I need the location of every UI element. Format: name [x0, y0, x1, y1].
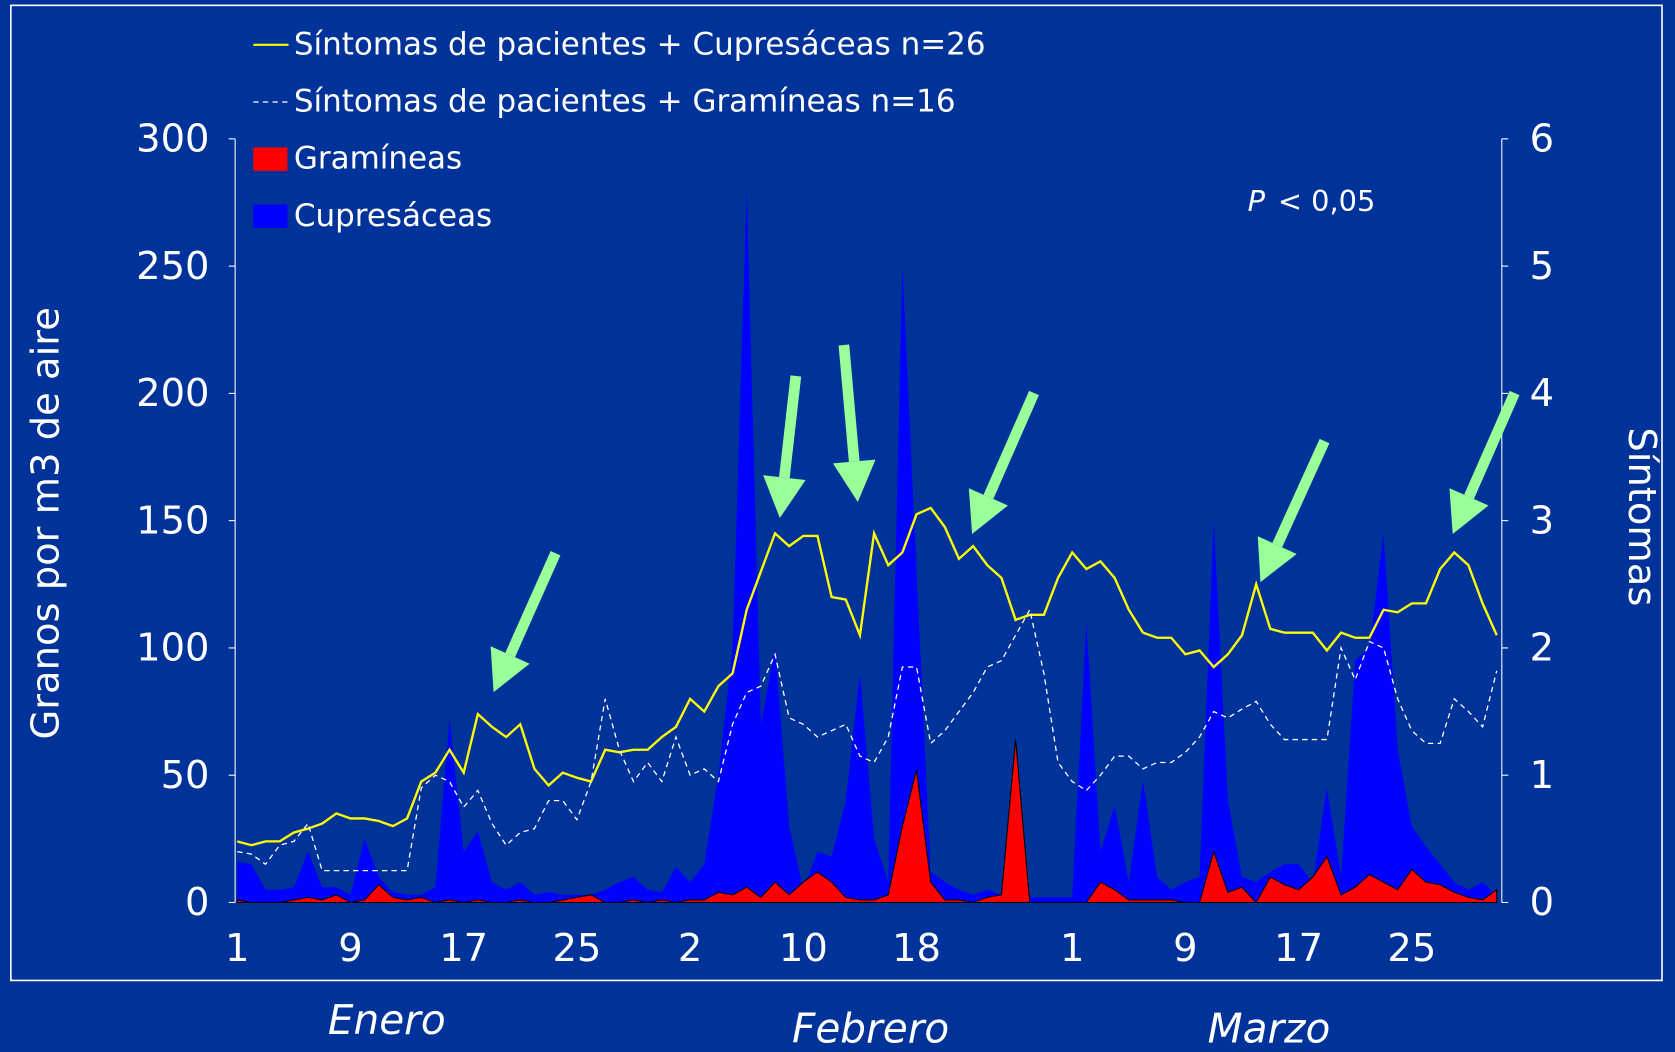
area [236, 739, 1498, 904]
y-tick-label: 200 [136, 371, 209, 416]
month-label: Febrero [792, 1005, 949, 1052]
y-axis-title: Granos por m3 de aire [24, 307, 69, 739]
x-tick-label: 9 [1173, 926, 1197, 971]
legend-swatch [253, 147, 288, 171]
y2-tick-label: 0 [1530, 880, 1554, 925]
y-tick-label: 150 [136, 498, 209, 543]
legend-label: Síntomas de pacientes + Cupresáceas n=26 [294, 26, 986, 62]
legend-label: Gramíneas [294, 141, 462, 177]
legend-swatch [253, 204, 288, 229]
x-tick-label: 10 [779, 926, 828, 971]
y2-tick-label: 2 [1530, 626, 1554, 671]
y2-tick-label: 1 [1530, 753, 1554, 798]
arrow-head [490, 646, 530, 693]
arrow-shaft [1464, 390, 1520, 500]
annotation-text: < 0,05 [1278, 184, 1376, 218]
arrow-shaft [505, 551, 561, 658]
annotation-variable: P [1248, 184, 1266, 218]
legend-label: Cupresáceas [294, 198, 492, 234]
y-tick-label: 300 [136, 116, 209, 161]
y2-tick-label: 4 [1530, 371, 1554, 416]
x-tick-label: 2 [678, 926, 702, 971]
y2-axis-title: Síntomas [1619, 427, 1664, 606]
arrow-head [1449, 488, 1489, 535]
x-tick-label: 1 [1060, 926, 1084, 971]
y-tick-label: 0 [185, 880, 209, 925]
y2-tick-label: 5 [1530, 244, 1554, 289]
arrow-head [763, 475, 806, 518]
legend-label: Síntomas de pacientes + Gramíneas n=16 [294, 84, 956, 120]
x-tick-label: 25 [1387, 926, 1436, 971]
arrow-head [832, 459, 876, 502]
arrow-head [1257, 536, 1297, 583]
x-tick-label: 9 [338, 926, 362, 971]
month-label: Marzo [1208, 1005, 1331, 1052]
y2-tick-label: 6 [1530, 116, 1554, 161]
x-tick-label: 17 [1274, 926, 1323, 971]
month-label: Enero [328, 996, 446, 1044]
x-tick-label: 1 [225, 926, 249, 971]
line [237, 607, 1498, 872]
y-tick-label: 250 [136, 244, 209, 289]
x-tick-label: 17 [439, 926, 488, 971]
arrow-shaft [779, 375, 802, 479]
arrow-shaft [838, 344, 860, 463]
frame [10, 4, 1663, 982]
y2-tick-label: 3 [1530, 498, 1554, 543]
arrow-head [968, 488, 1008, 535]
x-tick-label: 18 [892, 926, 941, 971]
arrow-shaft [1272, 438, 1330, 548]
y-tick-label: 50 [161, 753, 210, 798]
y-tick-label: 100 [136, 626, 209, 671]
x-tick-label: 25 [552, 926, 601, 971]
line [236, 506, 1498, 847]
arrow-shaft [983, 390, 1039, 500]
annotation: P < 0,05 [1248, 184, 1376, 218]
